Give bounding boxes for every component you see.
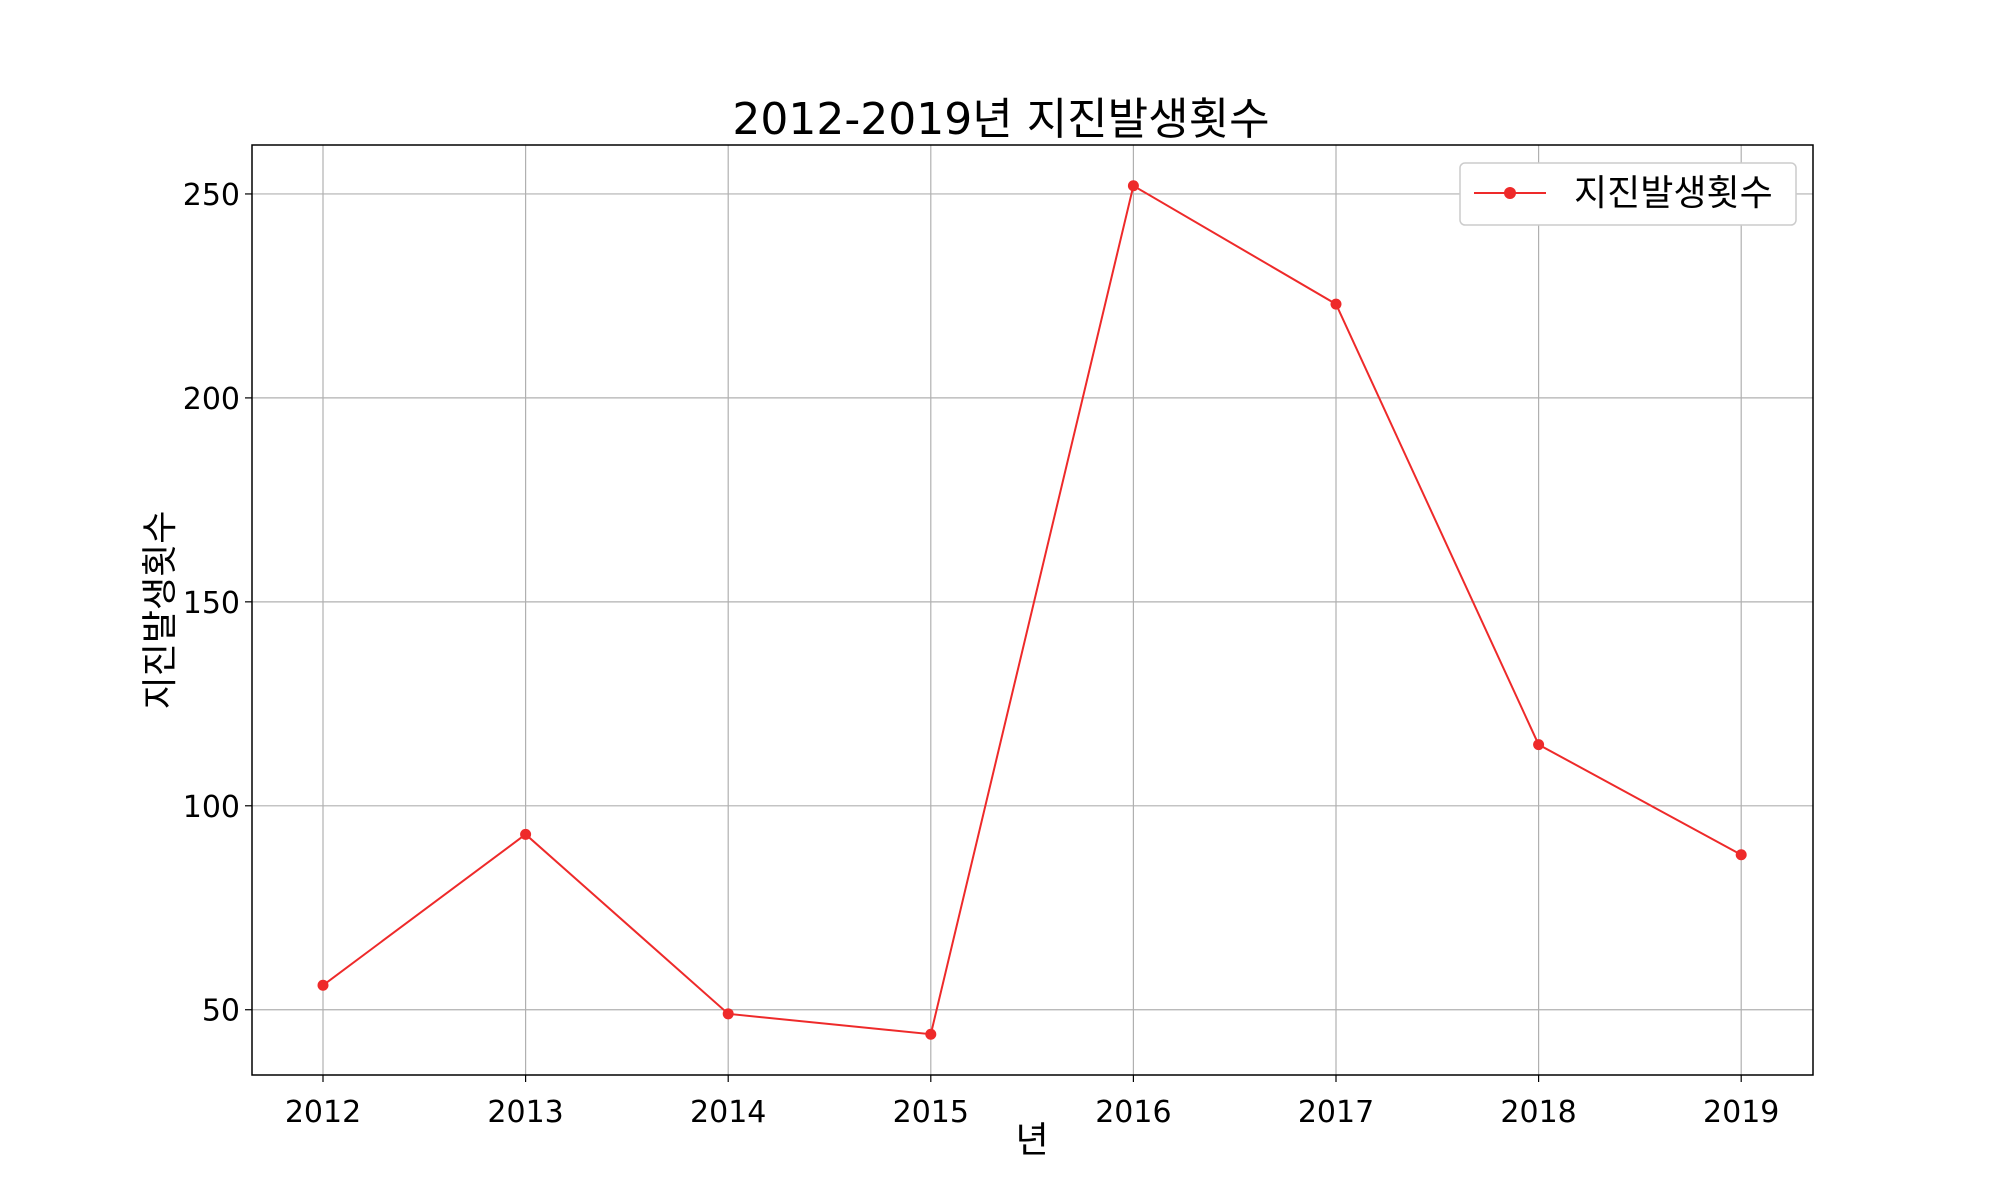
x-tick-label: 2017: [1298, 1095, 1374, 1130]
y-axis-title: 지진발생횟수: [140, 511, 181, 710]
series-layer: [317, 180, 1747, 1040]
legend-label: 지진발생횟수: [1574, 173, 1773, 214]
legend-marker-swatch: [1504, 187, 1516, 199]
x-tick-label: 2015: [893, 1095, 969, 1130]
x-tick-label: 2012: [285, 1095, 361, 1130]
y-tick-label: 100: [183, 790, 240, 825]
data-point: [1735, 849, 1747, 861]
y-axis: 50 100 150 200 250: [183, 178, 252, 1029]
legend-box: [1459, 162, 1797, 226]
y-tick-label: 50: [202, 994, 240, 1029]
data-point: [1330, 298, 1342, 310]
plot-frame: [251, 144, 1814, 1076]
data-point: [1127, 180, 1139, 192]
x-axis-title: 년: [1015, 1120, 1048, 1161]
legend: 지진발생횟수: [1459, 162, 1797, 226]
data-point: [520, 828, 532, 840]
x-tick-label: 2014: [690, 1095, 766, 1130]
x-axis: 2012 2013 2014 2015 2016 2017 2018 2019: [285, 1075, 1779, 1130]
data-point: [317, 979, 329, 991]
data-point: [722, 1008, 734, 1020]
data-point: [925, 1028, 937, 1040]
chart-title: 2012-2019년 지진발생횟수: [732, 94, 1269, 145]
x-tick-label: 2018: [1500, 1095, 1576, 1130]
series-line: [322, 184, 1742, 1036]
x-tick-label: 2019: [1703, 1095, 1779, 1130]
y-tick-label: 250: [183, 178, 240, 213]
y-tick-label: 200: [183, 382, 240, 417]
x-tick-label: 2013: [487, 1095, 563, 1130]
x-tick-label: 2016: [1095, 1095, 1171, 1130]
data-point: [1533, 739, 1545, 751]
y-tick-label: 150: [183, 586, 240, 621]
